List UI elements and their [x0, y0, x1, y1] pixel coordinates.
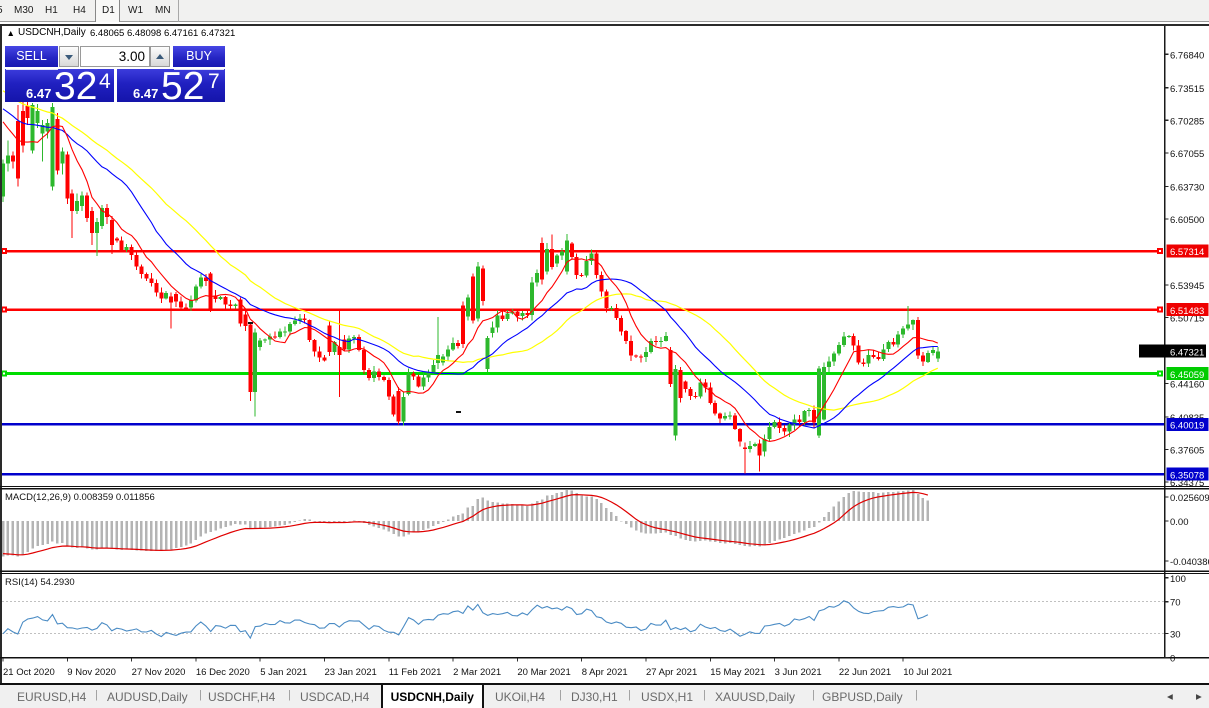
svg-text:6.67055: 6.67055 — [1170, 149, 1204, 160]
svg-text:6.57314: 6.57314 — [1170, 247, 1204, 258]
svg-text:9 Nov 2020: 9 Nov 2020 — [67, 667, 116, 678]
svg-text:20 Mar 2021: 20 Mar 2021 — [517, 667, 570, 678]
svg-text:27 Nov 2020: 27 Nov 2020 — [132, 667, 186, 678]
svg-text:3 Jun 2021: 3 Jun 2021 — [775, 667, 822, 678]
svg-text:6.76840: 6.76840 — [1170, 50, 1204, 61]
svg-text:2 Mar 2021: 2 Mar 2021 — [453, 667, 501, 678]
svg-text:RSI(14) 54.2930: RSI(14) 54.2930 — [5, 577, 75, 588]
svg-text:MACD(12,26,9) 0.008359 0.01185: MACD(12,26,9) 0.008359 0.011856 — [5, 492, 155, 503]
svg-text:6.34375: 6.34375 — [1170, 478, 1204, 489]
svg-text:100: 100 — [1170, 574, 1186, 585]
svg-text:11 Feb 2021: 11 Feb 2021 — [389, 667, 442, 678]
svg-text:15 May 2021: 15 May 2021 — [710, 667, 765, 678]
svg-text:6.53945: 6.53945 — [1170, 281, 1204, 292]
svg-text:6.37605: 6.37605 — [1170, 446, 1204, 457]
svg-text:27 Apr 2021: 27 Apr 2021 — [646, 667, 697, 678]
svg-text:6.45059: 6.45059 — [1170, 370, 1204, 381]
svg-text:23 Jan 2021: 23 Jan 2021 — [325, 667, 377, 678]
svg-text:0.00: 0.00 — [1170, 517, 1189, 528]
svg-text:6.44160: 6.44160 — [1170, 380, 1204, 391]
svg-text:21 Oct 2020: 21 Oct 2020 — [3, 667, 55, 678]
svg-text:6.70285: 6.70285 — [1170, 116, 1204, 127]
svg-text:6.51483: 6.51483 — [1170, 306, 1204, 317]
svg-text:22 Jun 2021: 22 Jun 2021 — [839, 667, 891, 678]
svg-text:0.025609: 0.025609 — [1170, 493, 1209, 504]
svg-text:16 Dec 2020: 16 Dec 2020 — [196, 667, 250, 678]
svg-text:10 Jul 2021: 10 Jul 2021 — [903, 667, 952, 678]
svg-text:6.35078: 6.35078 — [1170, 470, 1204, 481]
svg-text:-0.040386: -0.040386 — [1170, 557, 1209, 568]
svg-text:6.40019: 6.40019 — [1170, 421, 1204, 432]
svg-text:30: 30 — [1170, 630, 1181, 641]
svg-text:6.63730: 6.63730 — [1170, 182, 1204, 193]
svg-text:5 Jan 2021: 5 Jan 2021 — [260, 667, 307, 678]
svg-text:6.73515: 6.73515 — [1170, 84, 1204, 95]
svg-text:8 Apr 2021: 8 Apr 2021 — [582, 667, 628, 678]
svg-text:6.47321: 6.47321 — [1170, 347, 1204, 358]
svg-text:70: 70 — [1170, 598, 1181, 609]
svg-text:6.60500: 6.60500 — [1170, 215, 1204, 226]
svg-text:6.50715: 6.50715 — [1170, 314, 1204, 325]
svg-text:0: 0 — [1170, 654, 1175, 665]
